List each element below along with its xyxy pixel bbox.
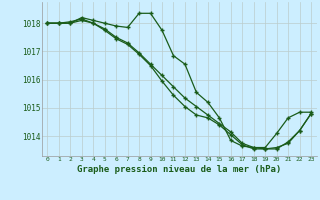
X-axis label: Graphe pression niveau de la mer (hPa): Graphe pression niveau de la mer (hPa) [77, 165, 281, 174]
